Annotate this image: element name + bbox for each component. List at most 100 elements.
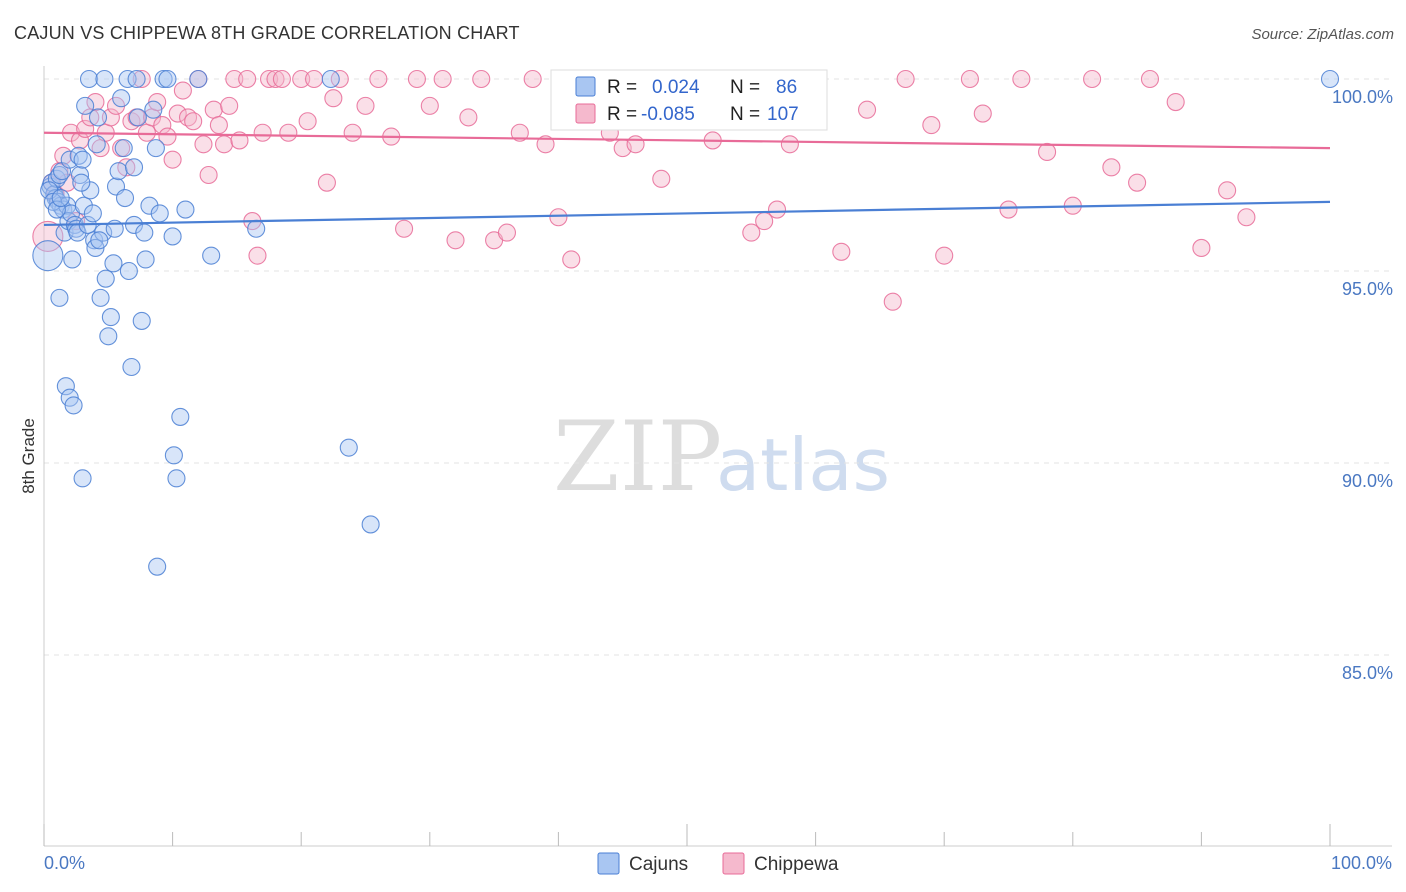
chippewa-point <box>433 69 452 89</box>
chippewa-point <box>163 150 182 169</box>
chippewa-point <box>184 112 203 131</box>
chippewa-point <box>549 208 568 227</box>
cajuns-point <box>101 308 120 327</box>
stats-legend-box <box>550 69 828 131</box>
chippewa-point <box>652 169 671 188</box>
stats-legend: R = 0.024 N = 86 R = -0.085 N = 107 <box>550 69 828 131</box>
cajuns-point <box>114 139 133 158</box>
stats-legend-r-label-chippewa: R = <box>607 104 637 125</box>
chippewa-point <box>158 127 177 146</box>
cajuns-point <box>122 357 141 377</box>
bottom-legend-item-cajuns[interactable]: Cajuns <box>597 852 688 875</box>
y-tick-label-2: 90.0% <box>1342 471 1393 491</box>
y-axis-label: 8th Grade <box>19 418 38 494</box>
cajuns-point <box>148 557 167 576</box>
cajuns-point <box>90 231 109 250</box>
x-tick-label-left: 0.0% <box>44 853 85 873</box>
axes <box>43 66 1392 847</box>
cajuns-point <box>95 69 114 89</box>
stats-legend-r-chippewa: -0.085 <box>641 104 695 125</box>
cajuns-point <box>1320 69 1340 89</box>
chippewa-point <box>305 69 324 89</box>
x-ticks <box>43 824 1331 846</box>
cajuns-point <box>140 196 159 215</box>
chippewa-point <box>767 200 787 219</box>
chippewa-point <box>101 108 120 127</box>
bottom-legend-swatch-chippewa <box>722 852 745 875</box>
chippewa-point <box>204 100 223 119</box>
cajuns-point <box>144 100 163 119</box>
y-tick-labels: 100.0% 95.0% 90.0% 85.0% <box>1332 87 1393 683</box>
stats-legend-n-label-cajuns: N = <box>730 77 760 98</box>
chippewa-trend-line <box>43 131 1331 150</box>
chippewa-point <box>214 135 234 154</box>
cajuns-point <box>32 240 64 272</box>
stats-legend-r-label-cajuns: R = <box>607 77 637 98</box>
gridlines <box>44 78 1392 656</box>
cajuns-point <box>154 69 173 89</box>
chippewa-point <box>1237 208 1256 227</box>
bottom-legend-label-chippewa: Chippewa <box>754 854 839 875</box>
chippewa-point <box>86 92 105 112</box>
stats-legend-n-label-chippewa: N = <box>730 104 760 125</box>
y-tick-label-3: 85.0% <box>1342 663 1393 683</box>
watermark: ZIP atlas <box>553 401 890 513</box>
chippewa-point <box>857 100 877 119</box>
chippewa-point <box>209 116 228 135</box>
trend-lines <box>43 131 1331 227</box>
cajuns-point <box>339 438 358 457</box>
chippewa-point <box>259 69 279 89</box>
chippewa-point <box>253 123 272 142</box>
cajuns-point <box>150 204 169 223</box>
chippewa-point <box>317 173 336 192</box>
cajuns-point <box>56 377 75 396</box>
chippewa-point <box>1192 238 1211 258</box>
cajuns-point <box>88 108 108 127</box>
chippewa-point <box>472 69 491 89</box>
chippewa-point <box>1128 173 1147 192</box>
cajuns-point <box>50 288 69 307</box>
chippewa-point <box>780 135 799 154</box>
chippewa-point <box>1140 69 1160 89</box>
chippewa-point <box>220 96 239 115</box>
cajuns-point <box>115 188 135 208</box>
chippewa-point <box>523 69 542 89</box>
chippewa-point <box>1166 92 1185 112</box>
cajuns-point <box>136 250 155 269</box>
cajuns-point <box>202 246 221 265</box>
chippewa-point <box>168 104 187 123</box>
cajuns-point <box>79 69 99 89</box>
chippewa-point <box>70 131 90 150</box>
cajuns-point <box>87 135 106 154</box>
chippewa-point <box>343 123 362 142</box>
chippewa-point <box>883 292 902 311</box>
cajuns-point <box>124 215 144 234</box>
cajuns-point <box>73 469 92 488</box>
bottom-legend-item-chippewa[interactable]: Chippewa <box>722 852 839 875</box>
cajuns-points <box>32 69 1340 576</box>
stats-legend-n-cajuns: 86 <box>776 77 797 98</box>
cajuns-point <box>60 150 79 169</box>
chippewa-point <box>173 81 192 100</box>
chippewa-point <box>1012 69 1031 89</box>
chippewa-point <box>459 108 478 127</box>
cajuns-point <box>164 446 183 465</box>
cajuns-point <box>247 219 266 238</box>
stats-legend-n-chippewa: 107 <box>767 104 799 125</box>
chippewa-point <box>356 96 375 115</box>
chippewa-point <box>395 219 414 238</box>
chippewa-point <box>194 135 213 154</box>
chippewa-point <box>1102 158 1121 177</box>
cajuns-point <box>163 227 182 246</box>
cajuns-point <box>132 311 151 330</box>
chippewa-point <box>137 123 156 142</box>
chippewa-point <box>1083 69 1102 89</box>
chippewa-point <box>407 69 426 89</box>
chippewa-point <box>272 69 291 89</box>
cajuns-point <box>189 69 208 89</box>
cajuns-point <box>119 261 138 281</box>
chippewa-point <box>199 165 218 185</box>
bottom-legend: Cajuns Chippewa <box>597 852 839 875</box>
chippewa-point <box>935 246 954 265</box>
